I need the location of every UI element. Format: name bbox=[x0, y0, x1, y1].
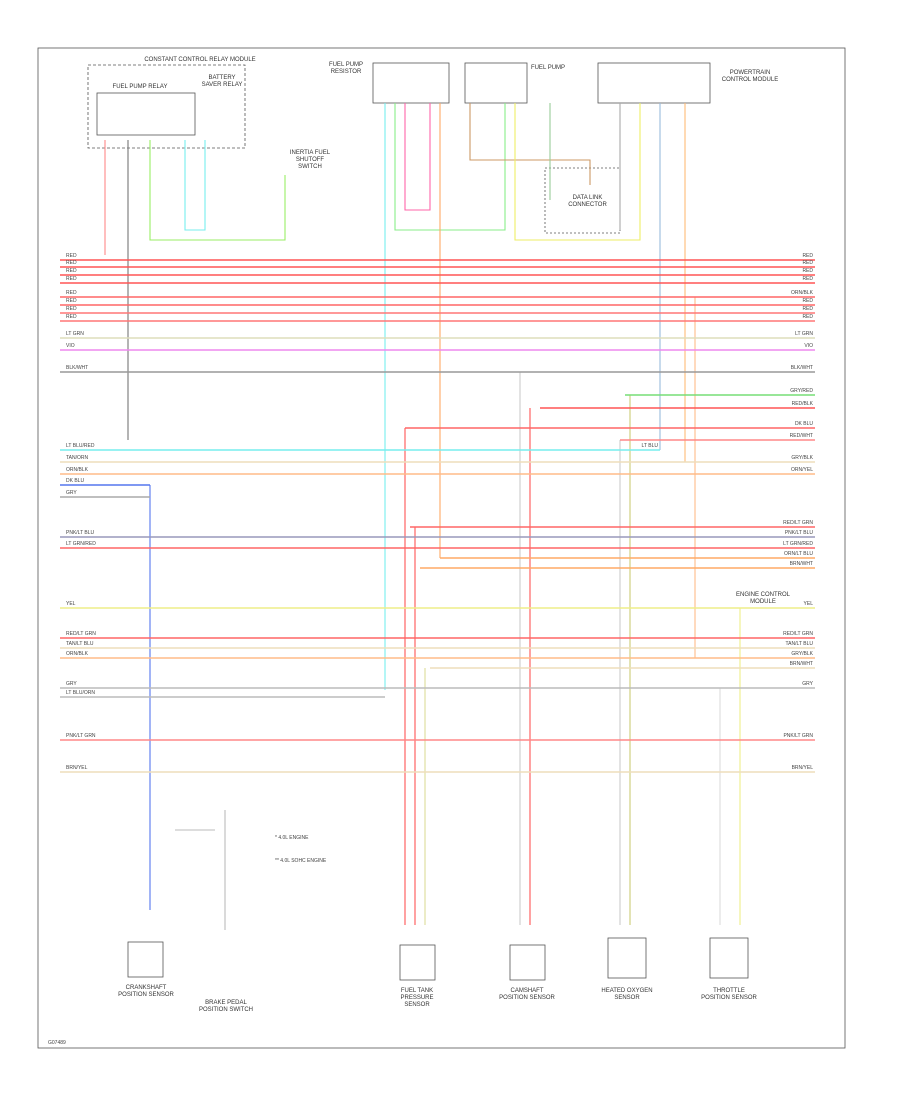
note: * 4.0L ENGINE bbox=[275, 835, 309, 841]
wire-label: ORN/BLK bbox=[791, 290, 813, 296]
wire-label: LT BLU/ORN bbox=[66, 690, 95, 696]
footer-code: G07489 bbox=[48, 1040, 66, 1046]
wire-label: YEL bbox=[803, 601, 813, 607]
wire-label: RED bbox=[66, 268, 77, 274]
resistor-box bbox=[372, 62, 450, 104]
component-label: FUEL PUMP bbox=[530, 65, 566, 71]
wire-label: BRN/WHT bbox=[789, 561, 813, 567]
wire-label: RED/LT GRN bbox=[783, 520, 813, 526]
wire-label: RED bbox=[802, 298, 813, 304]
wire-label: ORN/BLK bbox=[66, 651, 88, 657]
component-label: DATA LINK CONNECTOR bbox=[568, 195, 607, 208]
wire-label: LT GRN bbox=[795, 331, 813, 337]
cmp-sensor bbox=[509, 944, 546, 981]
wire-label: RED bbox=[802, 314, 813, 320]
wire-label: RED bbox=[66, 253, 77, 259]
note: ** 4.0L SOHC ENGINE bbox=[275, 858, 327, 864]
wire-label: GRY/BLK bbox=[791, 651, 813, 657]
wire-label: RED/LT GRN bbox=[783, 631, 813, 637]
wire-label: RED bbox=[66, 306, 77, 312]
wire-label: ORN/LT BLU bbox=[784, 551, 813, 557]
component-label: ENGINE CONTROL MODULE bbox=[735, 592, 790, 605]
component-label: INERTIA FUEL SHUTOFF SWITCH bbox=[289, 150, 331, 170]
component-label: THROTTLE POSITION SENSOR bbox=[701, 988, 757, 1001]
wire-label: RED bbox=[66, 276, 77, 282]
wire-label: TAN/LT BLU bbox=[66, 641, 94, 647]
component-label: CAMSHAFT POSITION SENSOR bbox=[499, 988, 555, 1001]
wire-label: VIO bbox=[66, 343, 75, 349]
wire-label: GRY bbox=[66, 681, 77, 687]
wire-label: GRY/BLK bbox=[791, 455, 813, 461]
wire-label: LT BLU bbox=[641, 443, 659, 449]
dlc-box bbox=[544, 167, 621, 234]
component-label: CRANKSHAFT POSITION SENSOR bbox=[118, 985, 174, 998]
component-label: POWERTRAIN CONTROL MODULE bbox=[721, 70, 779, 83]
wire-label: LT GRN/RED bbox=[66, 541, 96, 547]
wire-label: YEL bbox=[66, 601, 76, 607]
pump-box bbox=[464, 62, 528, 104]
wire-label: BRN/WHT bbox=[789, 661, 813, 667]
wire-label: BRN/YEL bbox=[791, 765, 813, 771]
wire-label: BLK/WHT bbox=[790, 365, 813, 371]
wire bbox=[149, 140, 286, 241]
wire-label: TAN/LT BLU bbox=[785, 641, 813, 647]
wire-label: RED/WHT bbox=[789, 433, 813, 439]
wire-label: RED bbox=[802, 260, 813, 266]
wire-label: RED bbox=[802, 253, 813, 259]
wire bbox=[514, 103, 641, 241]
wire-label: LT GRN/RED bbox=[783, 541, 813, 547]
relay-box bbox=[96, 92, 196, 136]
wire-label: LT GRN bbox=[66, 331, 84, 337]
wire bbox=[184, 140, 206, 231]
wire-label: TAN/ORN bbox=[66, 455, 89, 461]
pcm-box bbox=[597, 62, 711, 104]
component-label: BATTERY SAVER RELAY bbox=[201, 75, 243, 88]
component-label: BRAKE PEDAL POSITION SWITCH bbox=[199, 1000, 253, 1013]
wire-label: GRY bbox=[66, 490, 77, 496]
wire-label: ORN/BLK bbox=[66, 467, 88, 473]
ho2s-sensor bbox=[607, 937, 647, 979]
wire-label: PNK/LT BLU bbox=[784, 530, 813, 536]
component-label: FUEL PUMP RELAY bbox=[112, 84, 168, 90]
wire bbox=[394, 103, 506, 231]
wire-label: RED bbox=[66, 260, 77, 266]
wire-label: RED bbox=[66, 298, 77, 304]
wire bbox=[404, 103, 431, 211]
component-label: FUEL TANK PRESSURE SENSOR bbox=[400, 988, 434, 1008]
component-label: FUEL PUMP RESISTOR bbox=[328, 62, 364, 75]
wire-label: PNK/LT GRN bbox=[66, 733, 96, 739]
wire-label: PNK/LT BLU bbox=[66, 530, 95, 536]
tp-sensor bbox=[709, 937, 749, 979]
wire-label: DK BLU bbox=[794, 421, 813, 427]
wire bbox=[469, 103, 591, 185]
wire-label: RED bbox=[66, 314, 77, 320]
wire-label: RED bbox=[802, 276, 813, 282]
wire-label: ORN/YEL bbox=[791, 467, 813, 473]
wire-label: RED/LT GRN bbox=[66, 631, 96, 637]
wire-label: PNK/LT GRN bbox=[783, 733, 813, 739]
ckp-sensor bbox=[127, 941, 164, 978]
wire-label: RED bbox=[66, 290, 77, 296]
wire-label: GRY bbox=[802, 681, 813, 687]
wire-label: DK BLU bbox=[66, 478, 85, 484]
wire-label: RED/BLK bbox=[791, 401, 813, 407]
wire-label: LT BLU/RED bbox=[66, 443, 95, 449]
wire-label: RED bbox=[802, 306, 813, 312]
component-label: HEATED OXYGEN SENSOR bbox=[601, 988, 653, 1001]
frame bbox=[37, 47, 846, 1049]
wire-label: GRY/RED bbox=[790, 388, 813, 394]
wire-label: RED bbox=[802, 268, 813, 274]
title: ENGINE PERFORMANCE CIRCUITS bbox=[600, 1060, 685, 1066]
wire-label: BLK/WHT bbox=[66, 365, 89, 371]
wire-label: BRN/YEL bbox=[66, 765, 88, 771]
wire-label: VIO bbox=[804, 343, 813, 349]
component-label: CONSTANT CONTROL RELAY MODULE bbox=[144, 57, 256, 63]
ftp-sensor bbox=[399, 944, 436, 981]
